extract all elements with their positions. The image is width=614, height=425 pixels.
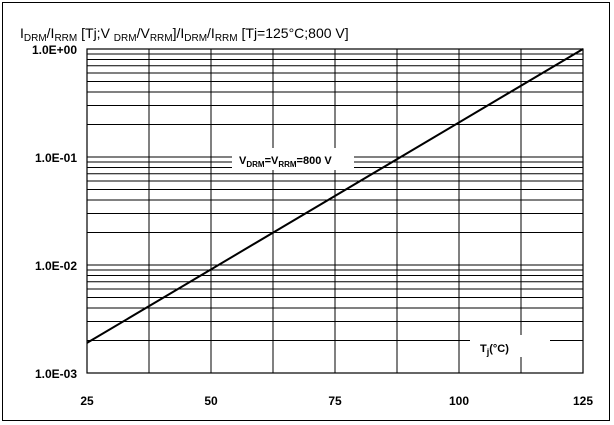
tick-labels: 25 50 75 100 125 1.0E-03 1.0E-02 1.0E-01 1.0E+00 xyxy=(32,43,593,408)
y-tick-label: 1.0E-02 xyxy=(35,259,77,273)
chart-title: IDRM/IRRM [Tj;V DRM/VRRM]/IDRM/IRRM [Tj=… xyxy=(20,25,349,44)
chart-frame xyxy=(2,2,610,421)
series-layer xyxy=(86,48,584,344)
x-tick-label: 125 xyxy=(573,394,593,408)
y-tick-label: 1.0E+00 xyxy=(32,43,77,57)
x-axis-label: Tj(°C) xyxy=(480,343,509,357)
y-tick-label: 1.0E-01 xyxy=(35,151,77,165)
series-annotation: VDRM=VRRM=800 V xyxy=(239,155,332,169)
grid xyxy=(86,48,584,374)
y-tick-label: 1.0E-03 xyxy=(35,367,77,381)
series-line xyxy=(86,48,584,344)
x-tick-label: 50 xyxy=(204,394,218,408)
annotation-box xyxy=(232,148,354,170)
x-tick-label: 100 xyxy=(449,394,469,408)
plot-area-border xyxy=(86,48,584,374)
x-tick-label: 25 xyxy=(80,394,94,408)
xlabel-box xyxy=(470,335,550,357)
x-tick-label: 75 xyxy=(328,394,342,408)
